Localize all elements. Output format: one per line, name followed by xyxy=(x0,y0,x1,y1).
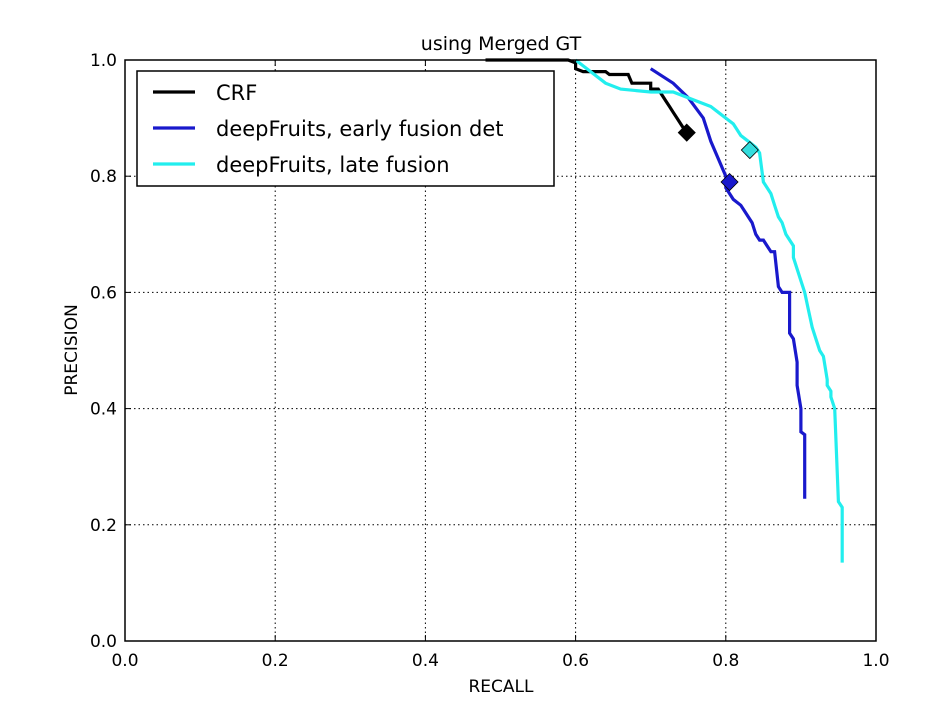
ticks: 0.0 0.2 0.4 0.6 0.8 1.0 0.0 0.2 0.4 0.6 0.8 1.0 xyxy=(90,51,890,671)
y-tick-label: 1.0 xyxy=(90,51,117,71)
x-tick-label: 1.0 xyxy=(862,651,889,671)
operating-point-marker-1 xyxy=(720,172,739,192)
y-tick-label: 0.6 xyxy=(90,283,117,303)
series-layer xyxy=(485,58,844,563)
x-tick-label: 0.4 xyxy=(412,651,439,671)
legend-box xyxy=(136,70,555,187)
x-tick-label: 0.0 xyxy=(111,651,138,671)
x-tick-label: 0.6 xyxy=(562,651,589,671)
plot-frame xyxy=(124,59,877,642)
legend: CRF deepFruits, early fusion det deepFruit… xyxy=(136,70,555,187)
series-line-1 xyxy=(649,67,807,499)
y-tick-label: 0.4 xyxy=(90,400,117,420)
x-tick-label: 0.8 xyxy=(712,651,739,671)
series-line-0 xyxy=(485,58,690,134)
legend-label: deepFruits, late fusion xyxy=(216,153,450,177)
x-axis-label: RECALL xyxy=(469,677,535,697)
y-tick-label: 0.2 xyxy=(90,516,117,536)
operating-point-marker-2 xyxy=(740,140,759,160)
y-tick-label: 0.8 xyxy=(90,167,117,187)
series-line-2 xyxy=(574,58,844,563)
y-axis-label: PRECISION xyxy=(62,304,82,396)
grid xyxy=(125,60,876,641)
y-tick-label: 0.0 xyxy=(90,632,117,652)
legend-label: deepFruits, early fusion det xyxy=(216,117,504,141)
chart-title: using Merged GT xyxy=(421,33,582,55)
operating-point-marker-0 xyxy=(677,123,696,142)
legend-label: CRF xyxy=(216,81,257,105)
x-tick-label: 0.2 xyxy=(262,651,289,671)
